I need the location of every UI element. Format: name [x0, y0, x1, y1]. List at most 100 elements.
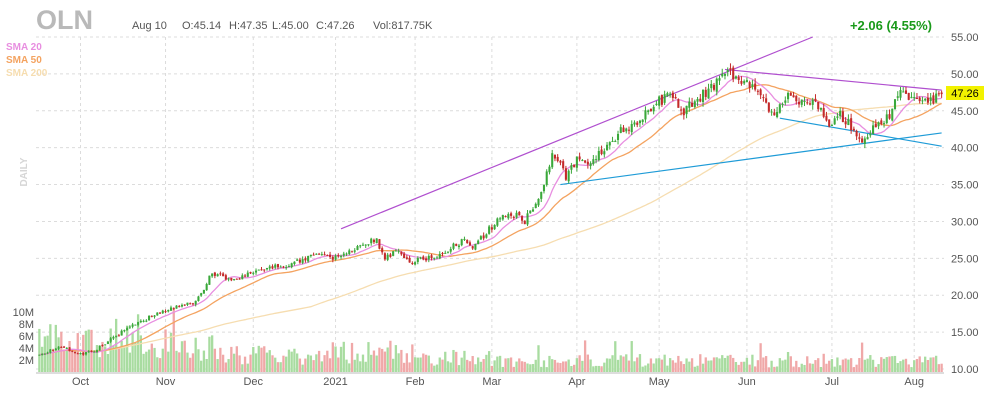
volume-bar — [194, 337, 197, 372]
volume-bar — [710, 360, 713, 372]
volume-bar — [531, 363, 535, 372]
candle-body — [501, 215, 504, 220]
candle-body — [940, 92, 943, 95]
candle-body — [285, 267, 288, 269]
date-tick-label: Dec — [243, 376, 263, 388]
candle-body — [263, 269, 266, 271]
candle-body — [712, 84, 716, 90]
candle-body — [666, 93, 669, 97]
volume-bar — [213, 348, 217, 372]
candle-body — [123, 330, 126, 332]
legend-sma200: SMA 200 — [6, 68, 48, 79]
volume-bar — [795, 360, 798, 372]
candle-body — [830, 124, 833, 126]
volume-bar — [882, 358, 886, 372]
volume-bar — [178, 352, 181, 372]
candle-body — [238, 278, 241, 280]
candle-body — [806, 102, 809, 104]
candle-body — [414, 262, 417, 265]
volume-bar — [592, 366, 595, 372]
volume-bar — [833, 366, 836, 372]
volume-bar — [693, 366, 696, 372]
candle-body — [331, 256, 334, 260]
volume-bar — [427, 355, 430, 372]
candle-body — [194, 300, 197, 305]
candle-body — [636, 122, 639, 125]
candle-body — [671, 92, 674, 98]
candle-body — [298, 259, 301, 263]
candle-body — [877, 122, 880, 127]
volume-bar — [718, 358, 721, 372]
volume-bar — [668, 358, 672, 372]
volume-bar — [910, 367, 913, 372]
candle-body — [534, 203, 537, 209]
volume-bar — [707, 360, 710, 372]
volume-bar — [619, 355, 622, 372]
candle-body — [537, 198, 540, 206]
volume-bar — [359, 361, 362, 372]
volume-bar — [175, 350, 178, 372]
sma50-line — [39, 84, 942, 356]
volume-bar — [918, 356, 921, 372]
candle-body — [833, 118, 836, 125]
candle-body — [553, 154, 556, 159]
candle-body — [545, 171, 548, 185]
volume-bar — [205, 359, 208, 372]
volume-bar — [40, 346, 44, 372]
candle-body — [781, 104, 784, 106]
candle-body — [224, 275, 227, 280]
sma20-line — [39, 75, 942, 356]
volume-bar — [937, 364, 941, 372]
volume-bar — [608, 358, 611, 372]
volume-bar — [932, 357, 935, 372]
candle-body — [142, 320, 145, 322]
candle-body — [430, 255, 433, 259]
candle-body — [592, 159, 595, 165]
candle-body — [937, 93, 940, 95]
volume-bar — [789, 356, 792, 372]
volume-bar — [548, 355, 551, 372]
volume-bar — [734, 362, 738, 372]
volume-bar — [542, 360, 546, 372]
candle-body — [359, 245, 362, 247]
candle-body — [287, 266, 290, 268]
volume-bar — [326, 350, 329, 372]
volume-bar — [125, 325, 129, 372]
date-tick-label: Jul — [825, 376, 839, 388]
volume-bar — [773, 366, 776, 372]
candle-body — [633, 122, 636, 125]
candle-body — [90, 350, 93, 352]
candle-body — [737, 77, 740, 80]
candle-body — [531, 209, 535, 212]
volume-bar — [600, 366, 603, 372]
candle-body — [222, 273, 225, 277]
volume-bar — [276, 362, 280, 372]
candle-body — [680, 109, 683, 111]
candle-body — [452, 243, 455, 249]
candle-body — [320, 254, 323, 256]
volume-bar — [775, 366, 779, 372]
volume-bar — [342, 341, 345, 372]
candle-body — [595, 159, 598, 161]
volume-bar — [682, 364, 685, 372]
volume-bar — [496, 356, 499, 372]
candle-body — [770, 111, 773, 113]
volume-bar — [274, 357, 277, 372]
volume-bar — [257, 345, 260, 372]
volume-bar — [435, 364, 439, 372]
price-tick-label: 35.00 — [951, 180, 979, 192]
volume-bar — [715, 357, 718, 372]
volume-bar — [915, 358, 919, 372]
volume-bar — [704, 357, 707, 372]
candle-body — [515, 212, 518, 218]
candle-body — [416, 257, 419, 262]
candle-body — [241, 275, 244, 280]
candles[interactable] — [38, 63, 943, 356]
volume-bar — [498, 355, 502, 372]
candle-body — [581, 160, 584, 162]
volume-bar — [265, 352, 269, 372]
quote-open: O:45.14 — [182, 20, 221, 32]
last-price-tag — [946, 86, 984, 100]
